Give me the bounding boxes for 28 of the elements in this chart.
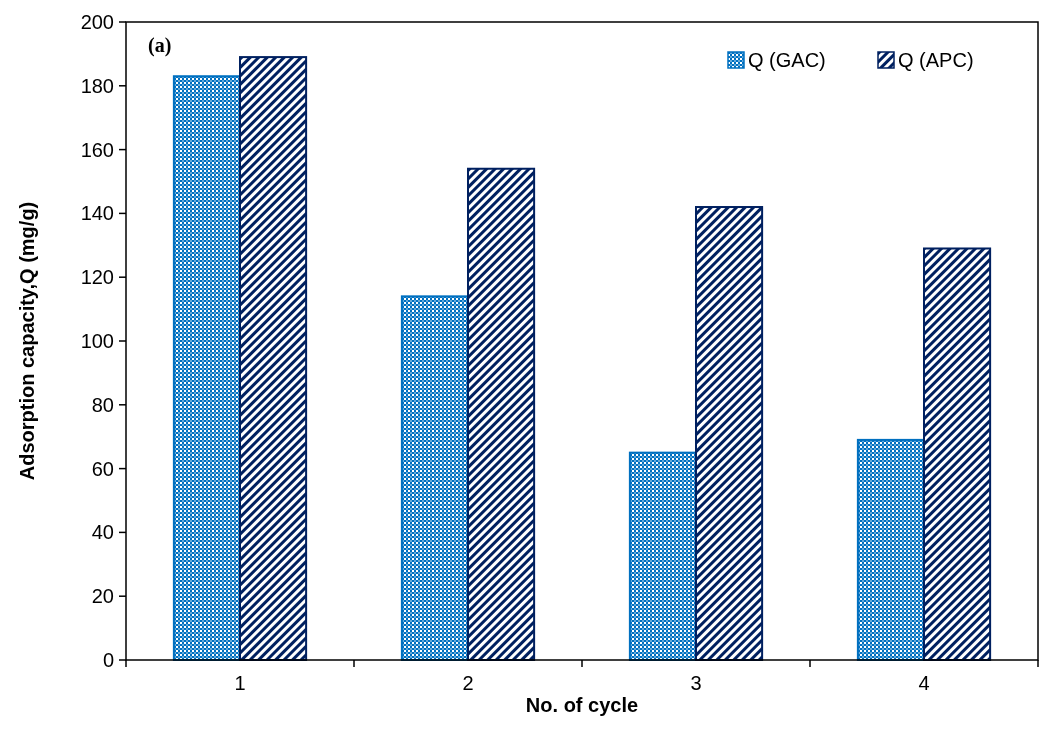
y-tick-label: 0 bbox=[102, 649, 114, 671]
bar bbox=[172, 75, 241, 661]
bar bbox=[400, 295, 469, 661]
bar bbox=[923, 247, 992, 661]
x-tick-label: 4 bbox=[918, 672, 930, 694]
bar bbox=[467, 167, 536, 661]
bar bbox=[239, 56, 308, 661]
bar bbox=[628, 451, 697, 661]
y-tick-label: 120 bbox=[80, 266, 114, 289]
y-tick-label: 100 bbox=[80, 330, 114, 352]
legend-label: Q (GAC) bbox=[748, 49, 826, 71]
bar bbox=[856, 438, 925, 661]
x-tick-label: 2 bbox=[462, 672, 474, 694]
y-tick-label: 180 bbox=[80, 74, 114, 97]
y-tick-label: 200 bbox=[80, 11, 114, 33]
y-tick-label: 140 bbox=[80, 202, 114, 225]
x-axis-title: No. of cycle bbox=[525, 694, 639, 716]
y-tick-label: 80 bbox=[91, 393, 114, 416]
legend-label: Q (APC) bbox=[898, 49, 974, 71]
x-tick-label: 3 bbox=[690, 672, 702, 694]
annotation: (a) bbox=[148, 34, 172, 57]
bar bbox=[695, 206, 764, 661]
y-axis-title: Adsorption capacity,Q (mg/g) bbox=[16, 201, 38, 481]
y-tick-label: 20 bbox=[91, 585, 114, 608]
y-tick-label: 160 bbox=[80, 138, 114, 161]
y-tick-label: 40 bbox=[91, 521, 114, 544]
x-tick-label: 1 bbox=[234, 672, 246, 694]
y-tick-label: 60 bbox=[91, 457, 114, 480]
